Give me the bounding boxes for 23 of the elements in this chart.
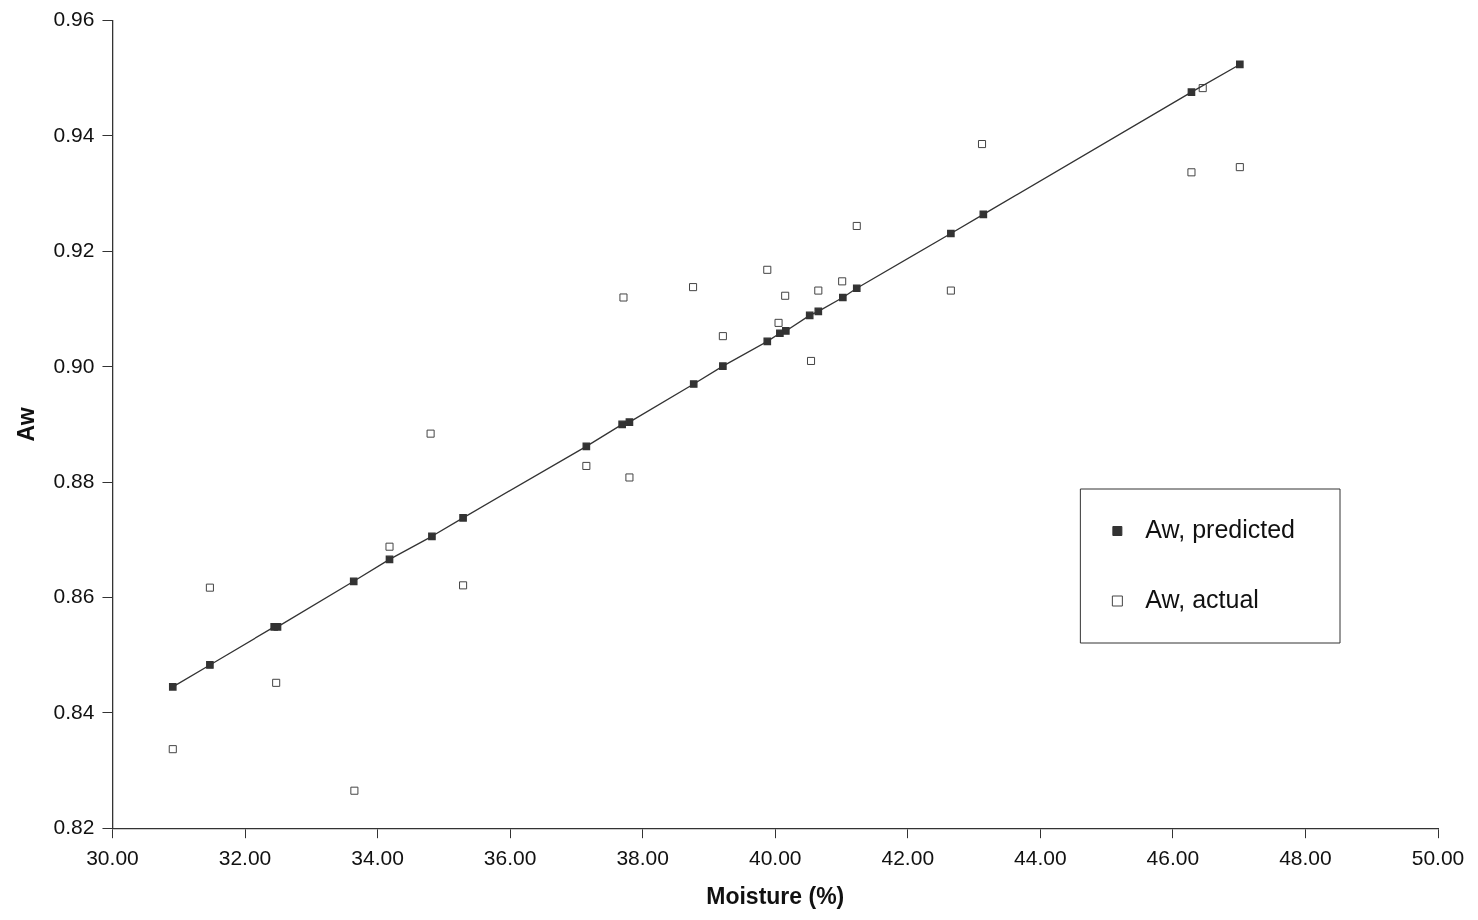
x-tick-label: 50.00 — [1411, 845, 1465, 869]
y-tick-label: 0.96 — [53, 7, 95, 31]
x-tick-label: 40.00 — [748, 845, 802, 869]
y-axis-title: Aw — [13, 407, 40, 442]
x-tick-label: 48.00 — [1279, 845, 1332, 869]
legend-label: Aw, predicted — [1145, 514, 1296, 543]
y-tick-label: 0.82 — [53, 815, 95, 838]
x-tick-label: 42.00 — [881, 845, 935, 869]
y-tick-label: 0.84 — [53, 699, 95, 723]
y-tick-label: 0.90 — [53, 353, 95, 377]
x-tick-label: 38.00 — [616, 845, 669, 869]
x-axis-title: Moisture (%) — [706, 882, 845, 909]
x-tick-label: 36.00 — [483, 845, 537, 869]
x-tick-label: 44.00 — [1014, 845, 1067, 869]
x-tick-label: 34.00 — [351, 845, 404, 869]
y-tick-label: 0.94 — [53, 122, 95, 146]
y-tick-label: 0.92 — [53, 238, 95, 262]
x-tick-label: 46.00 — [1146, 845, 1200, 869]
y-tick-label: 0.86 — [53, 584, 95, 608]
x-tick-label: 32.00 — [218, 845, 272, 869]
legend-label: Aw, actual — [1145, 584, 1259, 613]
y-tick-label: 0.88 — [53, 468, 95, 492]
x-tick-label: 30.00 — [86, 845, 139, 869]
